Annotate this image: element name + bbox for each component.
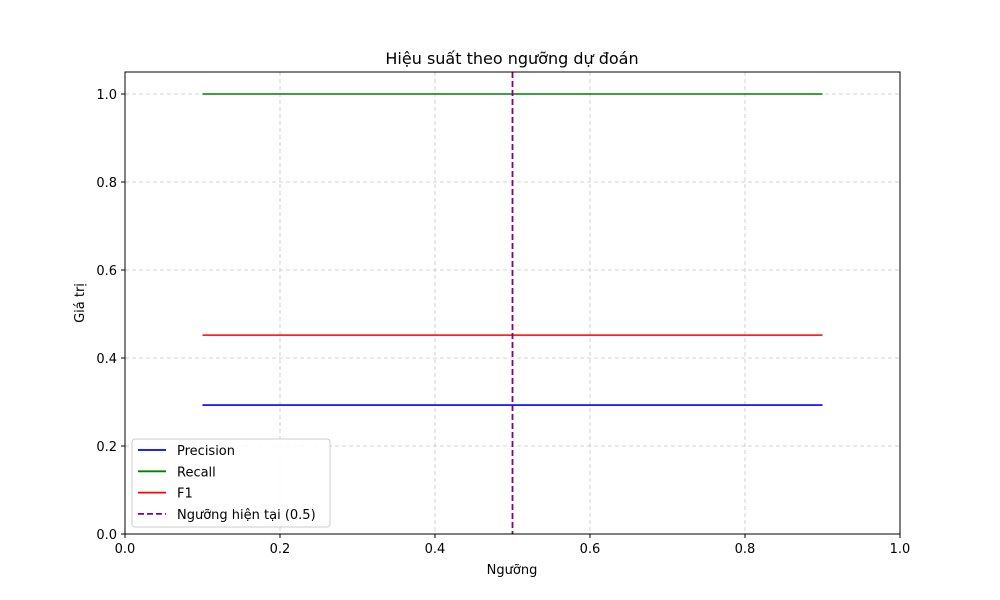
x-tick-label: 0.6 xyxy=(580,542,601,557)
legend-box xyxy=(131,438,331,528)
legend-label: Recall xyxy=(177,465,216,480)
y-tick-label: 0.0 xyxy=(96,528,117,543)
y-axis-ticks: 0.0 0.2 0.4 0.6 0.8 1.0 xyxy=(96,88,125,543)
x-tick-label: 0.0 xyxy=(115,542,136,557)
y-tick-label: 1.0 xyxy=(96,88,117,103)
plot-frame xyxy=(124,71,901,535)
y-tick-label: 0.6 xyxy=(96,264,117,279)
legend-label: Ngưỡng hiện tại (0.5) xyxy=(177,508,316,523)
x-axis-ticks: 0.0 0.2 0.4 0.6 0.8 1.0 xyxy=(115,534,911,557)
x-axis-label: Ngưỡng xyxy=(487,563,538,578)
y-axis-label: Giá trị xyxy=(73,283,88,323)
legend: Precision Recall F1 Ngưỡng hiện tại (0.5) xyxy=(131,438,331,528)
x-tick-label: 0.8 xyxy=(735,542,756,557)
plot-lines xyxy=(202,72,823,534)
chart-title: Hiệu suất theo ngưỡng dự đoán xyxy=(385,49,638,68)
x-tick-label: 0.2 xyxy=(270,542,291,557)
x-tick-label: 0.4 xyxy=(425,542,446,557)
y-tick-label: 0.2 xyxy=(96,440,117,455)
legend-label: Precision xyxy=(177,444,235,459)
y-tick-label: 0.8 xyxy=(96,176,117,191)
legend-label: F1 xyxy=(177,487,193,502)
x-tick-label: 1.0 xyxy=(890,542,911,557)
y-tick-label: 0.4 xyxy=(96,352,117,367)
